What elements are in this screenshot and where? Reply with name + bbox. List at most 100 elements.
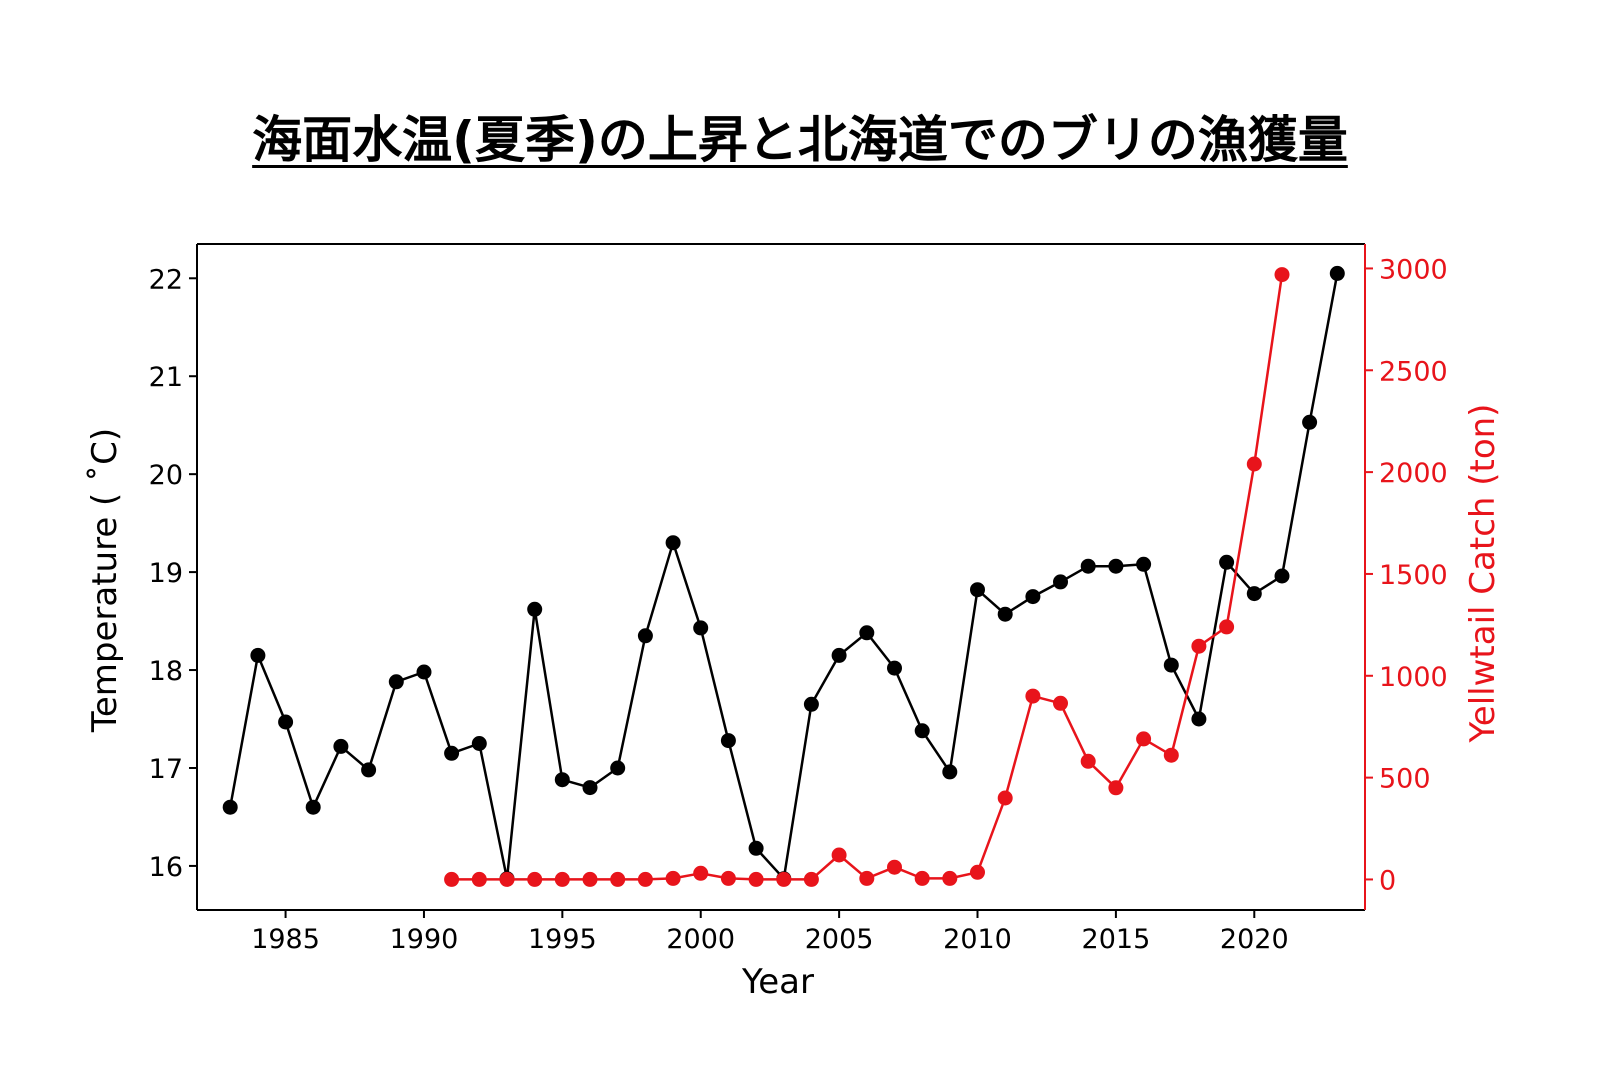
temperature-point [361,762,377,778]
temperature-point [1025,589,1041,605]
catch-point [665,870,681,886]
temperature-point [693,620,709,636]
catch-line [451,274,1284,881]
y-axis-title: Temperature ( ˚C) [85,428,125,733]
temperature-line [228,273,1339,880]
page-title: 海面水温(夏季)の上昇と北海道でのブリの漁獲量 [252,111,1348,169]
temperature-point [1329,265,1345,281]
temperature-series [222,265,1345,887]
y2-tick-label: 3000 [1379,254,1448,285]
temperature-point [720,733,736,749]
catch-point [582,871,598,887]
x-tick-label: 2010 [943,924,1012,955]
temperature-point [554,772,570,788]
y2-tick-label: 2500 [1379,356,1448,387]
catch-point [1136,731,1152,747]
temperature-point [1080,558,1096,574]
catch-point [1108,780,1124,796]
temperature-point [748,840,764,856]
x-tick-label: 2020 [1220,924,1289,955]
catch-point [471,871,487,887]
catch-point [942,870,958,886]
catch-point [1219,619,1235,635]
catch-point [887,859,902,875]
temperature-point [1191,711,1207,727]
y-axis-left: 16 17 18 19 20 21 22 [149,264,197,883]
temperature-point [1274,568,1290,584]
y-tick-label: 16 [149,852,183,883]
temperature-point [471,736,487,751]
y-tick-label: 18 [149,656,183,687]
temperature-point [831,647,847,663]
catch-point [859,870,875,886]
x-tick-label: 2005 [805,924,874,955]
temperature-point [665,535,681,551]
x-tick-label: 1985 [251,924,320,955]
catch-point [527,871,543,887]
catch-point [499,871,515,887]
temperature-point [914,723,930,739]
catch-point [803,871,819,887]
y-tick-label: 22 [149,264,183,295]
x-tick-label: 1990 [390,924,459,955]
temperature-point [997,606,1013,622]
temperature-point [527,601,543,617]
temperature-point [859,625,875,641]
temperature-point [942,764,958,780]
catch-point [748,871,764,887]
x-tick-label: 2015 [1082,924,1151,955]
y2-tick-label: 1500 [1379,560,1448,591]
catch-point [997,790,1013,806]
catch-point [1163,747,1179,763]
catch-point [637,871,653,887]
y2-tick-label: 0 [1379,865,1396,896]
temperature-point [222,799,238,815]
catch-point [914,870,930,886]
temperature-point [582,780,598,796]
temperature-point [444,745,460,761]
catch-point [1053,695,1068,711]
temperature-point [1053,574,1068,590]
y2-tick-label: 500 [1379,764,1431,795]
x-axis: 1985 1990 1995 2000 2005 2010 2015 2020 [251,910,1289,955]
catch-point [554,871,570,887]
temperature-point [887,660,902,676]
temperature-point [416,664,432,680]
temperature-point [388,674,404,690]
temperature-point [1302,414,1318,430]
temperature-point [305,799,321,815]
y-tick-label: 19 [149,558,183,589]
catch-point [776,871,792,887]
x-tick-label: 2000 [666,924,735,955]
temperature-point [333,738,349,754]
catch-point [693,865,709,881]
x-tick-label: 1995 [528,924,597,955]
y-tick-label: 17 [149,754,183,785]
y-axis-right: 0 500 1000 1500 2000 2500 3000 [1365,254,1448,896]
catch-point [720,870,736,886]
catch-point [1274,267,1290,283]
temperature-point [637,628,653,644]
y2-tick-label: 1000 [1379,662,1448,693]
catch-point [831,847,847,863]
y2-axis-title: Yellwtail Catch (ton) [1463,404,1503,744]
temperature-point [1163,657,1179,673]
catch-point [1246,456,1262,472]
temperature-point [803,696,819,712]
y-tick-label: 20 [149,460,183,491]
catch-point [1191,638,1207,654]
temperature-point [1108,558,1124,574]
catch-point [1025,688,1041,704]
catch-point [444,871,460,887]
catch-point [1080,753,1096,769]
catch-point [610,871,626,887]
plot-frame [196,243,1366,911]
y2-tick-label: 2000 [1379,458,1448,489]
temperature-point [1219,554,1235,570]
catch-series [444,267,1290,887]
temperature-point [1136,556,1152,572]
x-axis-title: Year [741,962,814,1002]
temperature-point [970,582,985,598]
temperature-point [278,714,294,730]
